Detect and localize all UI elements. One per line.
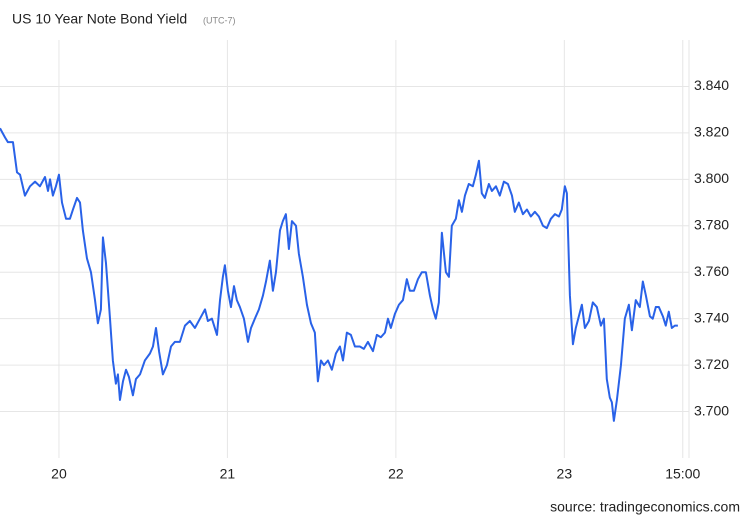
y-tick-label: 3.700 (694, 402, 729, 418)
x-tick-label: 23 (557, 466, 573, 482)
y-tick-label: 3.740 (694, 309, 729, 325)
chart-subtitle: (UTC-7) (203, 15, 236, 25)
y-tick-label: 3.760 (694, 263, 729, 279)
x-tick-label: 15:00 (665, 466, 700, 482)
line (0, 127, 678, 422)
source: source: tradingeconomics.com (550, 499, 740, 515)
y-tick-label: 3.840 (694, 77, 729, 93)
y-tick-label: 3.720 (694, 356, 729, 372)
x-tick-label: 21 (220, 466, 236, 482)
y-tick-label: 3.780 (694, 216, 729, 232)
y-tick-label: 3.820 (694, 124, 729, 140)
x-tick-label: 20 (51, 466, 67, 482)
chart-title: US 10 Year Note Bond Yield (12, 11, 187, 27)
y-tick-label: 3.800 (694, 170, 729, 186)
x-tick-label: 22 (388, 466, 404, 482)
